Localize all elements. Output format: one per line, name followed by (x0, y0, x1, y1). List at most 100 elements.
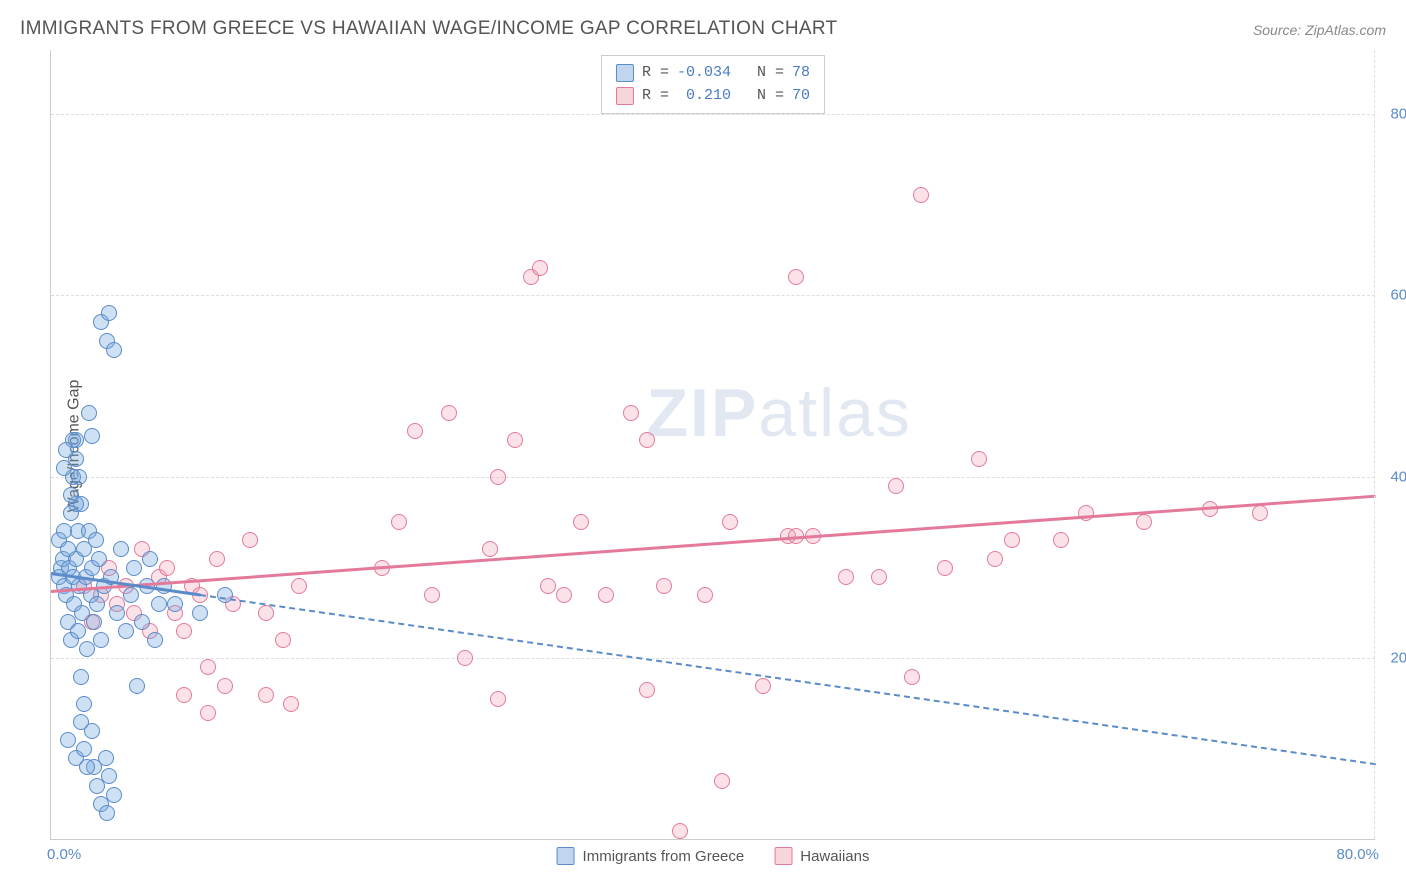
data-point-pink (490, 469, 506, 485)
watermark: ZIPatlas (646, 374, 911, 452)
data-point-blue (76, 696, 92, 712)
data-point-pink (971, 451, 987, 467)
n-label: N = (757, 85, 784, 108)
data-point-pink (1252, 505, 1268, 521)
legend-item: Immigrants from Greece (557, 847, 745, 865)
data-point-pink (556, 587, 572, 603)
legend-item: Hawaiians (774, 847, 869, 865)
y-tick-label: 60.0% (1383, 287, 1406, 304)
data-point-pink (639, 432, 655, 448)
data-point-pink (1053, 532, 1069, 548)
data-point-pink (507, 432, 523, 448)
stats-legend-row: R = -0.034 N = 78 (616, 62, 810, 85)
data-point-pink (1004, 532, 1020, 548)
gridline (51, 658, 1375, 659)
n-value: 78 (792, 62, 810, 85)
gridline (51, 477, 1375, 478)
data-point-pink (407, 423, 423, 439)
chart-container: IMMIGRANTS FROM GREECE VS HAWAIIAN WAGE/… (0, 0, 1406, 892)
swatch-pink-icon (774, 847, 792, 865)
data-point-pink (714, 773, 730, 789)
data-point-pink (258, 605, 274, 621)
data-point-blue (58, 442, 74, 458)
data-point-pink (441, 405, 457, 421)
chart-title: IMMIGRANTS FROM GREECE VS HAWAIIAN WAGE/… (20, 18, 837, 40)
data-point-blue (151, 596, 167, 612)
data-point-blue (101, 305, 117, 321)
data-point-pink (871, 569, 887, 585)
data-point-blue (126, 560, 142, 576)
data-point-blue (89, 596, 105, 612)
data-point-pink (573, 514, 589, 530)
data-point-pink (424, 587, 440, 603)
stats-legend: R = -0.034 N = 78 R = 0.210 N = 70 (601, 55, 825, 114)
x-tick-label: 80.0% (1336, 846, 1379, 863)
data-point-pink (159, 560, 175, 576)
data-point-blue (73, 669, 89, 685)
data-point-blue (113, 541, 129, 557)
y-tick-label: 80.0% (1383, 105, 1406, 122)
data-point-pink (598, 587, 614, 603)
watermark-bold: ZIP (646, 375, 758, 451)
data-point-blue (88, 532, 104, 548)
data-point-blue (167, 596, 183, 612)
y-tick-label: 20.0% (1383, 650, 1406, 667)
data-point-pink (1136, 514, 1152, 530)
data-point-pink (482, 541, 498, 557)
data-point-pink (176, 687, 192, 703)
data-point-pink (913, 187, 929, 203)
data-point-blue (73, 714, 89, 730)
data-point-blue (142, 551, 158, 567)
data-point-pink (242, 532, 258, 548)
data-point-blue (118, 623, 134, 639)
data-point-blue (147, 632, 163, 648)
data-point-blue (106, 342, 122, 358)
data-point-pink (987, 551, 1003, 567)
data-point-pink (209, 551, 225, 567)
n-value: 70 (792, 85, 810, 108)
data-point-blue (63, 487, 79, 503)
swatch-blue-icon (616, 64, 634, 82)
data-point-blue (123, 587, 139, 603)
data-point-pink (656, 578, 672, 594)
swatch-blue-icon (557, 847, 575, 865)
data-point-pink (697, 587, 713, 603)
data-point-blue (99, 805, 115, 821)
data-point-blue (79, 759, 95, 775)
data-point-pink (283, 696, 299, 712)
data-point-pink (937, 560, 953, 576)
data-point-pink (755, 678, 771, 694)
data-point-pink (457, 650, 473, 666)
gridline (51, 295, 1375, 296)
series-legend: Immigrants from Greece Hawaiians (557, 847, 870, 865)
stats-legend-row: R = 0.210 N = 70 (616, 85, 810, 108)
data-point-pink (722, 514, 738, 530)
data-point-blue (91, 551, 107, 567)
data-point-blue (129, 678, 145, 694)
data-point-pink (838, 569, 854, 585)
data-point-pink (200, 705, 216, 721)
x-tick-label: 0.0% (47, 846, 81, 863)
data-point-blue (98, 750, 114, 766)
data-point-pink (391, 514, 407, 530)
data-point-blue (71, 469, 87, 485)
data-point-pink (788, 269, 804, 285)
data-point-blue (109, 605, 125, 621)
r-label: R = (642, 62, 669, 85)
r-label: R = (642, 85, 669, 108)
data-point-blue (76, 741, 92, 757)
swatch-pink-icon (616, 87, 634, 105)
data-point-blue (86, 614, 102, 630)
data-point-blue (101, 768, 117, 784)
legend-label: Hawaiians (800, 848, 869, 865)
data-point-pink (217, 678, 233, 694)
data-point-pink (200, 659, 216, 675)
data-point-pink (291, 578, 307, 594)
data-point-blue (81, 405, 97, 421)
data-point-pink (639, 682, 655, 698)
data-point-blue (56, 460, 72, 476)
data-point-pink (275, 632, 291, 648)
n-label: N = (757, 62, 784, 85)
source-attribution: Source: ZipAtlas.com (1253, 22, 1386, 38)
data-point-pink (623, 405, 639, 421)
